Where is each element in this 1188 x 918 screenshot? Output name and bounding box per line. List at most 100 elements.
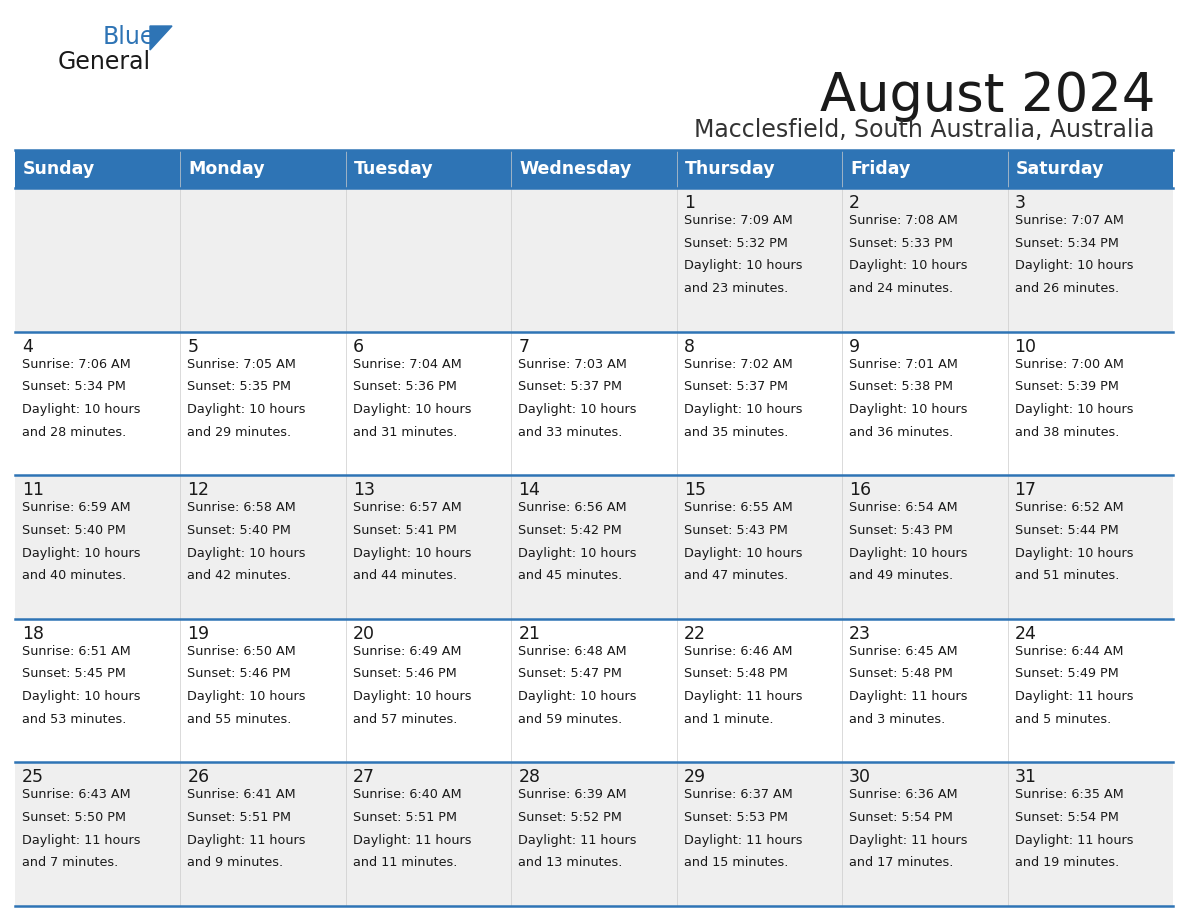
Text: and 9 minutes.: and 9 minutes. (188, 856, 284, 869)
Text: Thursday: Thursday (684, 160, 776, 178)
Text: 10: 10 (1015, 338, 1037, 355)
Text: Sunrise: 6:43 AM: Sunrise: 6:43 AM (23, 789, 131, 801)
Bar (15, 619, 1173, 763)
Text: Sunrise: 7:07 AM: Sunrise: 7:07 AM (1015, 214, 1124, 227)
Text: Sunset: 5:38 PM: Sunset: 5:38 PM (849, 380, 953, 393)
Text: Daylight: 10 hours: Daylight: 10 hours (353, 403, 472, 416)
Text: Daylight: 10 hours: Daylight: 10 hours (1015, 546, 1133, 560)
Text: 27: 27 (353, 768, 375, 787)
Text: Sunrise: 7:08 AM: Sunrise: 7:08 AM (849, 214, 958, 227)
Text: Sunrise: 6:45 AM: Sunrise: 6:45 AM (849, 644, 958, 658)
Text: Sunrise: 7:09 AM: Sunrise: 7:09 AM (684, 214, 792, 227)
Text: and 3 minutes.: and 3 minutes. (849, 713, 946, 726)
Text: Sunrise: 7:06 AM: Sunrise: 7:06 AM (23, 358, 131, 371)
Text: and 40 minutes.: and 40 minutes. (23, 569, 126, 582)
Text: Sunrise: 7:02 AM: Sunrise: 7:02 AM (684, 358, 792, 371)
Text: and 17 minutes.: and 17 minutes. (849, 856, 954, 869)
Text: Saturday: Saturday (1016, 160, 1104, 178)
Text: Sunset: 5:33 PM: Sunset: 5:33 PM (849, 237, 953, 250)
Text: 18: 18 (23, 625, 44, 643)
Text: Sunrise: 6:39 AM: Sunrise: 6:39 AM (518, 789, 627, 801)
Text: Daylight: 10 hours: Daylight: 10 hours (353, 690, 472, 703)
Text: Daylight: 10 hours: Daylight: 10 hours (684, 403, 802, 416)
Text: Sunset: 5:40 PM: Sunset: 5:40 PM (188, 524, 291, 537)
Text: and 59 minutes.: and 59 minutes. (518, 713, 623, 726)
Bar (15, 188, 1173, 331)
Text: 31: 31 (1015, 768, 1037, 787)
Text: Sunset: 5:54 PM: Sunset: 5:54 PM (1015, 812, 1118, 824)
Text: Friday: Friday (851, 160, 910, 178)
Text: 16: 16 (849, 481, 871, 499)
Text: Sunset: 5:50 PM: Sunset: 5:50 PM (23, 812, 126, 824)
Text: Sunrise: 6:51 AM: Sunrise: 6:51 AM (23, 644, 131, 658)
Text: Sunset: 5:51 PM: Sunset: 5:51 PM (188, 812, 291, 824)
Text: Daylight: 11 hours: Daylight: 11 hours (849, 690, 968, 703)
Text: Sunrise: 6:49 AM: Sunrise: 6:49 AM (353, 644, 461, 658)
Text: Wednesday: Wednesday (519, 160, 632, 178)
Text: Sunset: 5:35 PM: Sunset: 5:35 PM (188, 380, 291, 393)
Text: and 13 minutes.: and 13 minutes. (518, 856, 623, 869)
Text: 5: 5 (188, 338, 198, 355)
Text: and 15 minutes.: and 15 minutes. (684, 856, 788, 869)
Text: and 28 minutes.: and 28 minutes. (23, 426, 126, 439)
Text: Sunrise: 6:52 AM: Sunrise: 6:52 AM (1015, 501, 1123, 514)
Bar (15, 331, 1173, 476)
Text: Daylight: 11 hours: Daylight: 11 hours (849, 834, 968, 846)
Text: 7: 7 (518, 338, 530, 355)
Text: Monday: Monday (189, 160, 265, 178)
Text: and 35 minutes.: and 35 minutes. (684, 426, 788, 439)
Text: Sunset: 5:34 PM: Sunset: 5:34 PM (1015, 237, 1118, 250)
Text: Sunrise: 6:44 AM: Sunrise: 6:44 AM (1015, 644, 1123, 658)
Text: Sunrise: 6:48 AM: Sunrise: 6:48 AM (518, 644, 627, 658)
Text: Sunset: 5:48 PM: Sunset: 5:48 PM (684, 667, 788, 680)
Text: Sunset: 5:47 PM: Sunset: 5:47 PM (518, 667, 623, 680)
Text: 11: 11 (23, 481, 44, 499)
Text: 14: 14 (518, 481, 541, 499)
Text: and 29 minutes.: and 29 minutes. (188, 426, 291, 439)
Text: Daylight: 10 hours: Daylight: 10 hours (518, 403, 637, 416)
Text: Sunrise: 7:00 AM: Sunrise: 7:00 AM (1015, 358, 1124, 371)
Text: and 33 minutes.: and 33 minutes. (518, 426, 623, 439)
Text: Sunrise: 6:55 AM: Sunrise: 6:55 AM (684, 501, 792, 514)
Text: and 5 minutes.: and 5 minutes. (1015, 713, 1111, 726)
Text: 4: 4 (23, 338, 33, 355)
Text: Daylight: 10 hours: Daylight: 10 hours (684, 546, 802, 560)
Text: and 31 minutes.: and 31 minutes. (353, 426, 457, 439)
Bar (15, 476, 1173, 619)
Text: Daylight: 11 hours: Daylight: 11 hours (188, 834, 307, 846)
Text: Sunrise: 6:59 AM: Sunrise: 6:59 AM (23, 501, 131, 514)
Polygon shape (150, 26, 172, 50)
Text: Sunrise: 6:35 AM: Sunrise: 6:35 AM (1015, 789, 1124, 801)
Text: Sunset: 5:40 PM: Sunset: 5:40 PM (23, 524, 126, 537)
Text: Sunrise: 6:58 AM: Sunrise: 6:58 AM (188, 501, 296, 514)
Text: Sunrise: 7:01 AM: Sunrise: 7:01 AM (849, 358, 958, 371)
Text: Sunrise: 6:40 AM: Sunrise: 6:40 AM (353, 789, 461, 801)
Text: Daylight: 10 hours: Daylight: 10 hours (23, 690, 140, 703)
Text: Daylight: 10 hours: Daylight: 10 hours (684, 260, 802, 273)
Text: Daylight: 10 hours: Daylight: 10 hours (1015, 260, 1133, 273)
Bar (15, 763, 1173, 906)
Text: and 19 minutes.: and 19 minutes. (1015, 856, 1119, 869)
Text: 29: 29 (684, 768, 706, 787)
Text: 15: 15 (684, 481, 706, 499)
Text: 25: 25 (23, 768, 44, 787)
Text: 30: 30 (849, 768, 871, 787)
Text: General: General (58, 50, 151, 74)
Text: Sunrise: 6:36 AM: Sunrise: 6:36 AM (849, 789, 958, 801)
Text: Sunrise: 6:57 AM: Sunrise: 6:57 AM (353, 501, 462, 514)
Text: Sunset: 5:52 PM: Sunset: 5:52 PM (518, 812, 623, 824)
Text: Sunset: 5:37 PM: Sunset: 5:37 PM (518, 380, 623, 393)
Text: Daylight: 10 hours: Daylight: 10 hours (23, 546, 140, 560)
Text: Daylight: 11 hours: Daylight: 11 hours (684, 834, 802, 846)
Text: Sunrise: 6:50 AM: Sunrise: 6:50 AM (188, 644, 296, 658)
Text: and 51 minutes.: and 51 minutes. (1015, 569, 1119, 582)
Text: Sunset: 5:37 PM: Sunset: 5:37 PM (684, 380, 788, 393)
Text: and 11 minutes.: and 11 minutes. (353, 856, 457, 869)
Text: Daylight: 10 hours: Daylight: 10 hours (849, 260, 968, 273)
Text: Daylight: 10 hours: Daylight: 10 hours (23, 403, 140, 416)
Text: and 36 minutes.: and 36 minutes. (849, 426, 954, 439)
Text: Sunset: 5:48 PM: Sunset: 5:48 PM (849, 667, 953, 680)
Text: Sunrise: 6:54 AM: Sunrise: 6:54 AM (849, 501, 958, 514)
Text: Sunrise: 7:04 AM: Sunrise: 7:04 AM (353, 358, 462, 371)
Text: 8: 8 (684, 338, 695, 355)
